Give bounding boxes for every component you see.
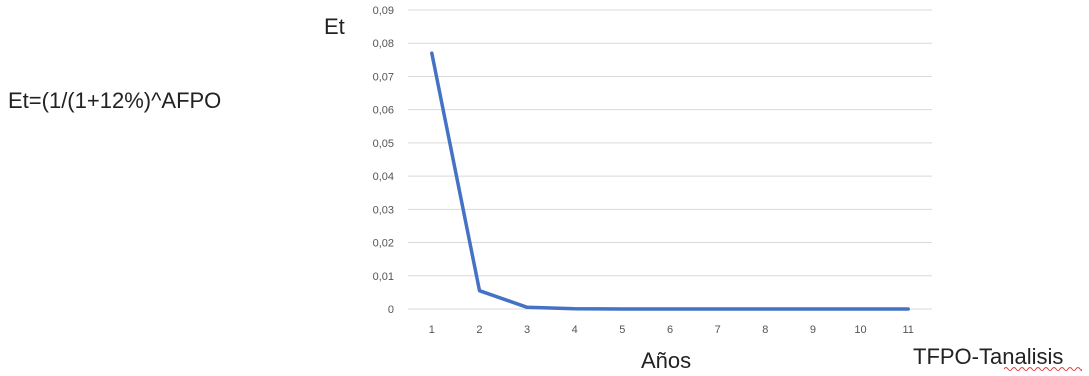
y-tick-label: 0,07 <box>373 71 394 83</box>
note-text: TFPO-Tanalisis <box>913 344 1064 369</box>
y-tick-label: 0,02 <box>373 238 394 250</box>
x-tick-label: 1 <box>429 324 435 336</box>
x-tick-label: 8 <box>762 324 768 336</box>
x-tick-label: 3 <box>524 324 530 336</box>
y-tick-label: 0,03 <box>373 204 394 216</box>
series-group <box>430 51 910 311</box>
x-tick-label: 11 <box>902 324 913 336</box>
x-tick-labels: 1 2 3 4 5 6 7 8 9 10 11 <box>429 324 914 336</box>
y-tick-label: 0 <box>388 304 394 316</box>
x-tick-label: 9 <box>810 324 816 336</box>
series-line-0 <box>430 51 910 311</box>
x-tick-label: 4 <box>572 324 578 336</box>
x-tick-label: 5 <box>619 324 625 336</box>
x-tick-label: 7 <box>715 324 721 336</box>
y-tick-label: 0,08 <box>373 38 394 50</box>
y-tick-label: 0,06 <box>373 105 394 117</box>
formula-text: Et=(1/(1+12%)^AFPO <box>8 88 222 113</box>
y-tick-label: 0,04 <box>373 171 394 183</box>
gridlines <box>408 9 932 310</box>
x-tick-label: 6 <box>667 324 673 336</box>
x-tick-label: 10 <box>854 324 866 336</box>
y-tick-label: 0,01 <box>373 271 394 283</box>
y-tick-label: 0,09 <box>373 5 394 17</box>
x-axis-title: Años <box>641 348 692 373</box>
y-tick-label: 0,05 <box>373 138 394 150</box>
y-tick-labels: 0 0,01 0,02 0,03 0,04 0,05 0,06 0,07 0,08 0,09 <box>373 5 394 316</box>
x-tick-label: 2 <box>476 324 482 336</box>
spellcheck-underline <box>1004 367 1082 371</box>
y-axis-title: Et <box>324 14 345 39</box>
